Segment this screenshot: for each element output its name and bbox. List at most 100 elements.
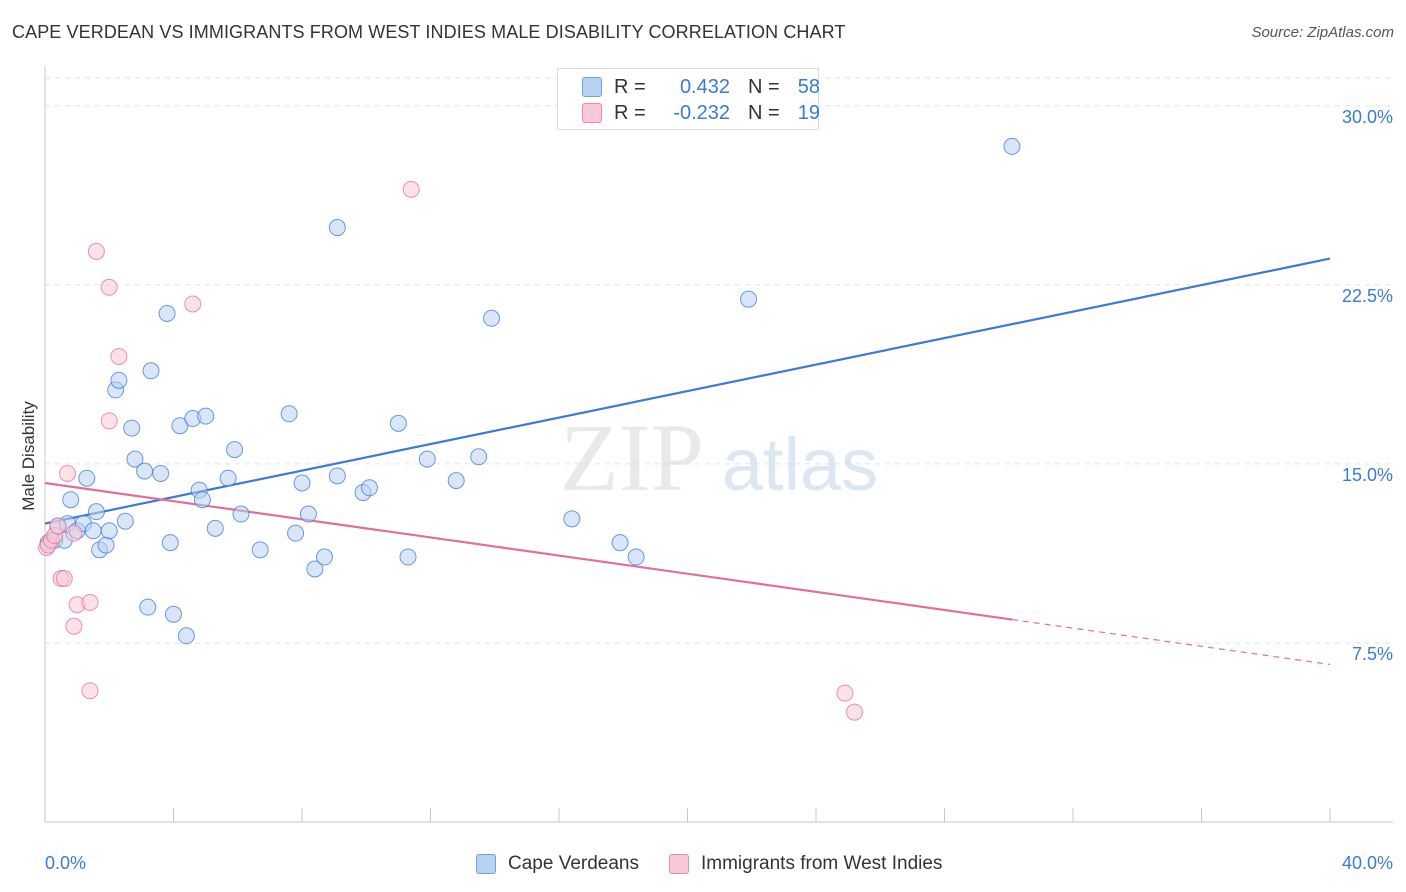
data-points xyxy=(38,137,1021,721)
series-legend: Cape Verdeans Immigrants from West Indie… xyxy=(476,852,972,876)
legend-row-blue: R = 0.432 N = 58 xyxy=(582,75,820,99)
cape-verdean-point xyxy=(171,417,189,435)
cape-verdean-point xyxy=(62,491,80,509)
y-tick-label: 30.0% xyxy=(1342,107,1393,127)
watermark-zip: ZIP xyxy=(560,404,704,511)
cape-verdean-point xyxy=(123,419,141,437)
cape-verdean-point xyxy=(740,290,758,308)
r-label: R = xyxy=(614,101,646,124)
cape-verdean-point xyxy=(399,548,417,566)
legend-swatch-pink xyxy=(582,103,602,123)
cape-verdean-trend-line xyxy=(44,257,1331,525)
west-indies-point xyxy=(110,347,128,365)
cape-verdean-point xyxy=(193,491,211,509)
west-indies-trend-line-extension xyxy=(1011,618,1331,666)
west-indies-point xyxy=(184,295,202,313)
cape-verdean-point xyxy=(165,605,182,623)
west-indies-point xyxy=(402,180,420,198)
cape-verdean-point xyxy=(315,548,333,566)
cape-verdean-point xyxy=(116,512,134,530)
west-indies-point xyxy=(81,593,99,611)
cape-verdean-point xyxy=(206,519,224,537)
legend-item-cape-verdeans: Cape Verdeans xyxy=(476,853,639,875)
west-indies-point xyxy=(100,278,118,296)
cape-verdean-point xyxy=(280,405,298,423)
cape-verdean-point xyxy=(78,469,96,487)
west-indies-point xyxy=(65,524,83,542)
cape-verdean-point xyxy=(389,414,407,432)
legend-swatch-blue xyxy=(476,854,496,874)
cape-verdean-point xyxy=(100,522,118,540)
west-indies-point xyxy=(100,412,118,430)
source-label: Source: ZipAtlas.com xyxy=(1251,24,1394,41)
legend-swatch-blue xyxy=(582,77,602,97)
r-label: R = xyxy=(614,75,646,98)
n-value: 58 xyxy=(797,75,820,98)
n-label: N = xyxy=(748,75,780,98)
west-indies-point xyxy=(846,703,864,721)
cape-verdean-point xyxy=(226,441,244,459)
cape-verdean-point xyxy=(142,362,160,380)
cape-verdean-point xyxy=(627,548,645,566)
cape-verdean-point xyxy=(126,450,144,468)
west-indies-point xyxy=(87,242,105,260)
y-tick-label: 22.5% xyxy=(1342,286,1393,306)
cape-verdean-point xyxy=(197,407,215,425)
west-indies-point xyxy=(55,569,73,587)
cape-verdean-point xyxy=(293,474,311,492)
cape-verdean-point xyxy=(136,462,154,480)
cape-verdean-point xyxy=(328,467,346,485)
cape-verdean-point xyxy=(611,534,629,552)
correlation-legend: R = 0.432 N = 58 R = -0.232 N = 19 xyxy=(557,68,820,130)
cape-verdean-point xyxy=(87,503,105,521)
cape-verdean-point xyxy=(152,464,170,482)
cape-verdean-point xyxy=(447,472,465,490)
cape-verdean-point xyxy=(483,309,501,327)
cape-verdean-point xyxy=(299,505,317,523)
cape-verdean-point xyxy=(360,479,378,497)
grid-lines xyxy=(45,77,1393,644)
west-indies-point xyxy=(58,464,76,482)
west-indies-point xyxy=(81,682,99,700)
legend-label-west-indies: Immigrants from West Indies xyxy=(701,853,943,874)
n-value: 19 xyxy=(797,101,820,124)
cape-verdean-point xyxy=(287,524,305,542)
west-indies-point xyxy=(836,684,854,702)
cape-verdean-point xyxy=(219,469,237,487)
legend-label-cape-verdeans: Cape Verdeans xyxy=(508,853,639,874)
west-indies-point xyxy=(49,517,67,535)
r-value: 0.432 xyxy=(679,75,730,98)
cape-verdean-point xyxy=(110,371,128,389)
r-value: -0.232 xyxy=(673,101,730,124)
y-axis-label: Male Disability xyxy=(19,401,38,511)
y-tick-label: 7.5% xyxy=(1352,644,1393,664)
watermark: ZIP atlas xyxy=(560,404,878,511)
cape-verdean-point xyxy=(328,219,346,237)
legend-row-pink: R = -0.232 N = 19 xyxy=(582,101,820,125)
legend-swatch-pink xyxy=(669,854,689,874)
axis-tick-labels: 7.5% 15.0% 22.5% 30.0% 0.0% 40.0% xyxy=(45,107,1393,873)
watermark-atlas: atlas xyxy=(722,423,878,506)
cape-verdean-point xyxy=(84,522,102,540)
x-tick-label-max: 40.0% xyxy=(1342,853,1393,873)
cape-verdean-point xyxy=(139,598,157,616)
axes xyxy=(44,66,1393,823)
cape-verdean-point xyxy=(251,541,269,559)
cape-verdean-point xyxy=(161,534,179,552)
cape-verdean-point xyxy=(1003,137,1021,155)
cape-verdean-point xyxy=(563,510,581,528)
cape-verdean-point xyxy=(470,448,488,466)
cape-verdean-point xyxy=(97,536,115,554)
cape-verdean-point xyxy=(306,560,324,578)
x-tick-label-min: 0.0% xyxy=(45,853,86,873)
cape-verdean-point xyxy=(177,627,195,645)
n-label: N = xyxy=(748,101,780,124)
cape-verdean-point xyxy=(158,305,176,323)
west-indies-point xyxy=(65,617,83,635)
cape-verdean-point xyxy=(418,450,436,468)
y-tick-label: 15.0% xyxy=(1342,465,1393,485)
chart-title: CAPE VERDEAN VS IMMIGRANTS FROM WEST IND… xyxy=(12,22,846,42)
legend-item-west-indies: Immigrants from West Indies xyxy=(669,853,942,875)
cape-verdean-point xyxy=(232,505,250,523)
